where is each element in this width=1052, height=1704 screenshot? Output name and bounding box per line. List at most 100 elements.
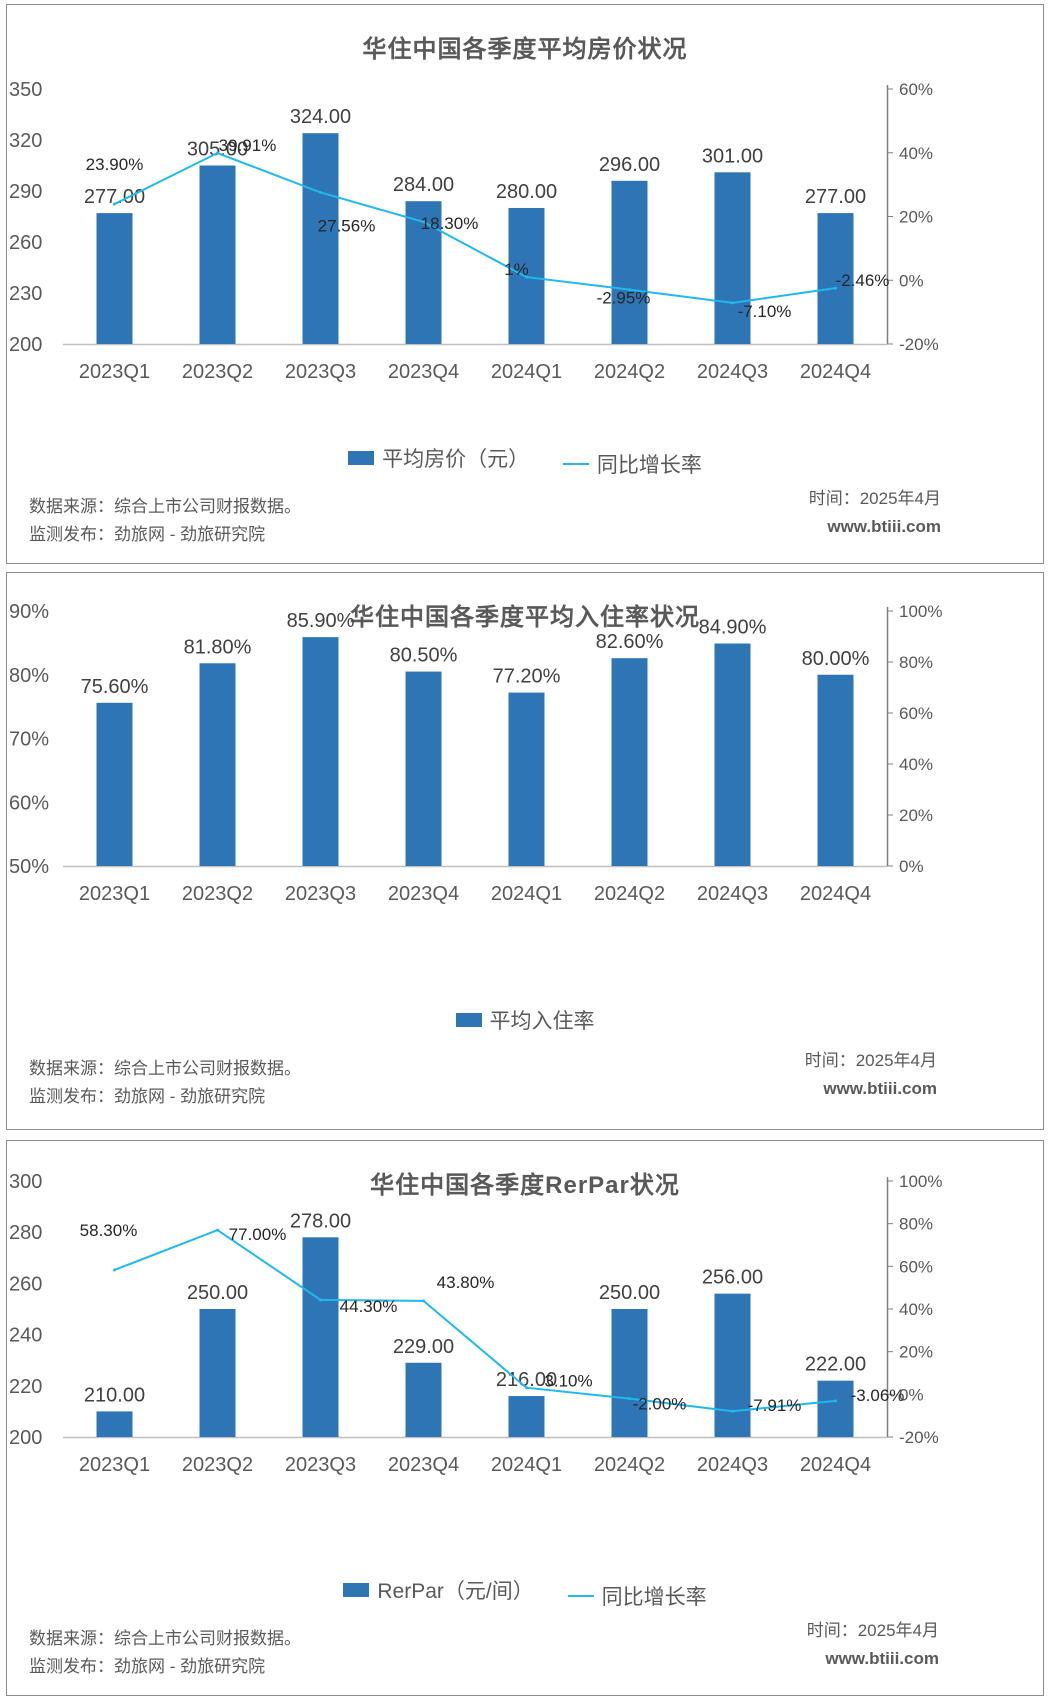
y2-tick-label: 0% (899, 857, 924, 876)
y-tick-label: 290 (9, 181, 42, 203)
y-tick-label: 280 (9, 1222, 42, 1244)
line-value-label: -2.46% (836, 271, 890, 290)
y2-tick-label: 80% (899, 653, 933, 672)
y2-tick-label: -20% (899, 335, 939, 354)
bar-value-label: 277.00 (805, 186, 866, 208)
line-value-label: 43.80% (437, 1273, 495, 1292)
bar-value-label: 81.80% (184, 636, 252, 658)
y2-tick-label: 0% (899, 271, 924, 290)
line-value-label: 77.00% (229, 1225, 287, 1244)
x-tick-label: 2024Q2 (594, 361, 665, 383)
bar-value-label: 305.00 (187, 139, 248, 161)
bar (611, 658, 648, 866)
bar (199, 165, 236, 344)
y2-tick-label: 100% (899, 602, 942, 621)
x-tick-label: 2023Q1 (79, 883, 150, 905)
x-tick-label: 2024Q1 (491, 883, 562, 905)
line-value-label: 44.30% (340, 1297, 398, 1316)
chart-title: 华住中国各季度RerPar状况 (370, 1172, 680, 1199)
x-tick-label: 2024Q3 (697, 361, 768, 383)
x-tick-label: 2023Q3 (285, 1454, 356, 1476)
line-value-label: -3.06% (851, 1386, 905, 1405)
bar (714, 1293, 751, 1437)
bar (96, 213, 133, 344)
bar-value-label: 75.60% (81, 676, 149, 698)
legend-label: RerPar（元/间） (377, 1580, 534, 1603)
y-tick-label: 320 (9, 130, 42, 152)
y2-tick-label: -20% (899, 1428, 939, 1447)
bar-value-label: 296.00 (599, 154, 660, 176)
x-tick-label: 2023Q4 (388, 361, 459, 383)
y2-tick-label: 100% (899, 1172, 942, 1191)
y-tick-label: 200 (9, 334, 42, 356)
legend-item-bar: 平均房价（元） (348, 443, 529, 473)
legend-swatch-bar (343, 1583, 370, 1597)
bar (817, 674, 854, 866)
y2-tick-label: 20% (899, 208, 933, 227)
time-note: 时间：2025年4月 (804, 1051, 937, 1070)
line-value-label: -7.10% (738, 302, 792, 321)
x-tick-label: 2024Q4 (800, 883, 871, 905)
chart-plot: 200 220 240 260 280 300 -20% 0% 20% 40% 60% 80% 100%… (9, 1171, 942, 1476)
bar-value-label: 278.00 (290, 1210, 351, 1232)
y2-tick-label: 60% (899, 704, 933, 723)
y2-tick-label: 80% (899, 1215, 933, 1234)
legend-swatch-bar (348, 451, 375, 465)
line-point (525, 275, 528, 279)
growth-rate-line (114, 1228, 836, 1413)
bar-value-label: 85.90% (287, 610, 355, 632)
line-point (628, 288, 631, 292)
footer-left: 数据来源：综合上市公司财报数据。 监测发布：劲旅网 - 劲旅研究院 (29, 493, 301, 549)
bar (405, 1362, 442, 1437)
x-tick-label: 2024Q2 (594, 1454, 665, 1476)
line-point (422, 220, 425, 224)
line-value-label: 58.30% (80, 1221, 138, 1240)
x-tick-label: 2024Q2 (594, 883, 665, 905)
bar (611, 180, 648, 344)
bar-value-label: 277.00 (84, 186, 145, 208)
bar (302, 133, 339, 344)
bar-value-label: 77.20% (493, 666, 561, 688)
x-tick-label: 2023Q4 (388, 883, 459, 905)
line-point (319, 1298, 322, 1302)
line-point (834, 1399, 837, 1403)
bar (714, 172, 751, 344)
line-point (731, 1409, 734, 1413)
x-tick-label: 2023Q2 (182, 1454, 253, 1476)
y-tick-label: 260 (9, 232, 42, 254)
line-value-label: 1% (504, 260, 529, 279)
y2-tick-label: 60% (899, 1257, 933, 1276)
line-point (216, 151, 219, 155)
bar (302, 1237, 339, 1437)
chart-title: 华住中国各季度平均入住率状况 (350, 604, 700, 631)
x-tick-label: 2024Q4 (800, 1454, 871, 1476)
x-tick-label: 2024Q1 (491, 1454, 562, 1476)
source-note: 数据来源：综合上市公司财报数据。 (29, 497, 301, 516)
line-value-label: -7.91% (748, 1396, 802, 1415)
bar (96, 1411, 133, 1437)
bar-value-label: 229.00 (393, 1336, 454, 1358)
bar-value-label: 82.60% (596, 631, 664, 653)
line-point (216, 1228, 219, 1232)
y2-tick-label: 40% (899, 1300, 933, 1319)
publisher-note: 监测发布：劲旅网 - 劲旅研究院 (29, 1657, 266, 1676)
y2-tick-label: 40% (899, 755, 933, 774)
chart-legend: 平均房价（元） 同比增长率 (7, 443, 1043, 479)
bar (302, 637, 339, 866)
line-point (319, 190, 322, 194)
y-tick-label: 60% (9, 792, 49, 814)
y-tick-label: 90% (9, 601, 49, 623)
x-tick-label: 2023Q3 (285, 361, 356, 383)
y-tick-label: 240 (9, 1325, 42, 1347)
chart-panel-occupancy: 华住中国各季度平均入住率状况 50% 60% 70% 80% 90% 0% 20% 40% 60… (6, 572, 1044, 1130)
bar (405, 201, 442, 344)
x-tick-label: 2024Q3 (697, 883, 768, 905)
line-point (113, 1268, 116, 1272)
chart-legend: RerPar（元/间） 同比增长率 (7, 1575, 1043, 1611)
y2-tick-label: 40% (899, 144, 933, 163)
publisher-note: 监测发布：劲旅网 - 劲旅研究院 (29, 525, 266, 544)
x-tick-label: 2023Q1 (79, 1454, 150, 1476)
y-tick-label: 260 (9, 1273, 42, 1295)
line-point (113, 202, 116, 206)
bar (199, 663, 236, 866)
